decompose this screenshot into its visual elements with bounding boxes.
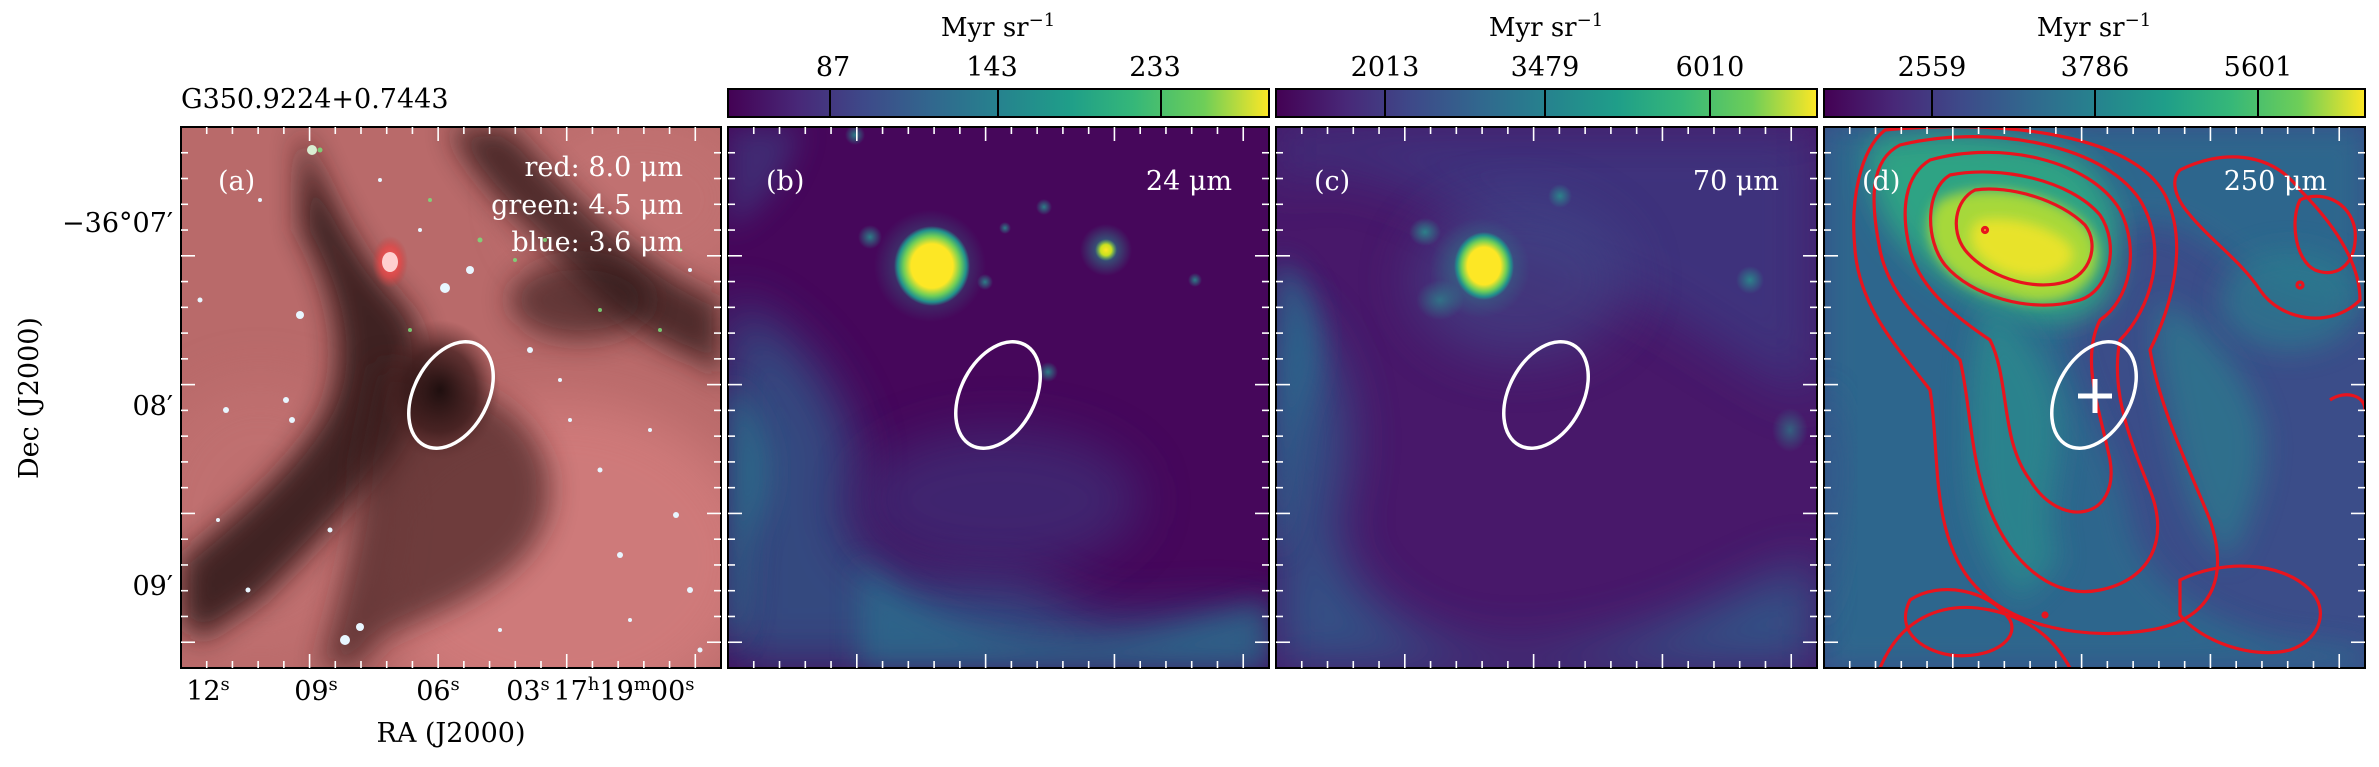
source-ellipse-b: [954, 340, 1042, 450]
ra-tick-label: 03s: [506, 674, 550, 707]
panel-d-wavelength: 250 μm: [2224, 166, 2327, 197]
source-name: G350.9224+0.7443: [181, 84, 449, 115]
y-axis-label: Dec (J2000): [14, 317, 45, 479]
legend-green: green: 4.5 μm: [491, 190, 683, 221]
panel-a-tag: (a): [218, 166, 255, 197]
panel-a-frame: [180, 126, 722, 669]
panel-d-frame: [1823, 126, 2366, 669]
legend-red: red: 8.0 μm: [524, 152, 683, 183]
panel-b-wavelength: 24 μm: [1146, 166, 1232, 197]
panel-a-image: [181, 127, 721, 668]
dec-tick-label: 09′: [133, 571, 174, 602]
peak-cross-marker: [2078, 379, 2112, 413]
colorbar-b-unit: Myr sr−1: [941, 10, 1055, 43]
panel-b-tag: (b): [766, 166, 804, 197]
dec-tick-label: 08′: [133, 391, 174, 422]
panel-b-frame: [727, 126, 1270, 669]
colorbar-d-tick: 2559: [1898, 52, 1967, 83]
colorbar-d-tick: 5601: [2224, 52, 2293, 83]
source-ellipse-d: [2050, 340, 2138, 450]
colorbar-c: [1275, 88, 1818, 118]
panel-c-frame: [1275, 126, 1818, 669]
ra-tick-label: 12s: [186, 674, 230, 707]
dec-tick-label: −36°07′: [62, 208, 173, 239]
panel-d-contours: [1852, 127, 2365, 668]
panel-b-image: [728, 127, 1269, 668]
x-axis-label: RA (J2000): [376, 718, 525, 749]
colorbar-b-tick: 233: [1129, 52, 1181, 83]
colorbar-c-unit: Myr sr−1: [1489, 10, 1603, 43]
ra-tick-label: 09s: [294, 674, 338, 707]
panel-c-image: [1276, 127, 1817, 668]
source-ellipse-a: [407, 340, 495, 450]
colorbar-c-tick: 3479: [1511, 52, 1580, 83]
colorbar-d-unit: Myr sr−1: [2037, 10, 2151, 43]
colorbar-c-tick: 2013: [1351, 52, 1420, 83]
legend-blue: blue: 3.6 μm: [511, 227, 683, 258]
ra-tick-label: 17h19m00s: [554, 674, 695, 707]
panel-c-tag: (c): [1314, 166, 1350, 197]
panel-d-tag: (d): [1862, 166, 1900, 197]
colorbar-d-tick: 3786: [2061, 52, 2130, 83]
colorbar-c-tick: 6010: [1676, 52, 1745, 83]
source-ellipse-c: [1502, 340, 1590, 450]
colorbar-b-tick: 143: [966, 52, 1018, 83]
tick-marks: [181, 127, 2365, 668]
ra-tick-label: 06s: [416, 674, 460, 707]
panel-c-wavelength: 70 μm: [1693, 166, 1779, 197]
colorbar-d: [1823, 88, 2366, 118]
colorbar-b: [727, 88, 1270, 118]
colorbar-b-tick: 87: [816, 52, 850, 83]
